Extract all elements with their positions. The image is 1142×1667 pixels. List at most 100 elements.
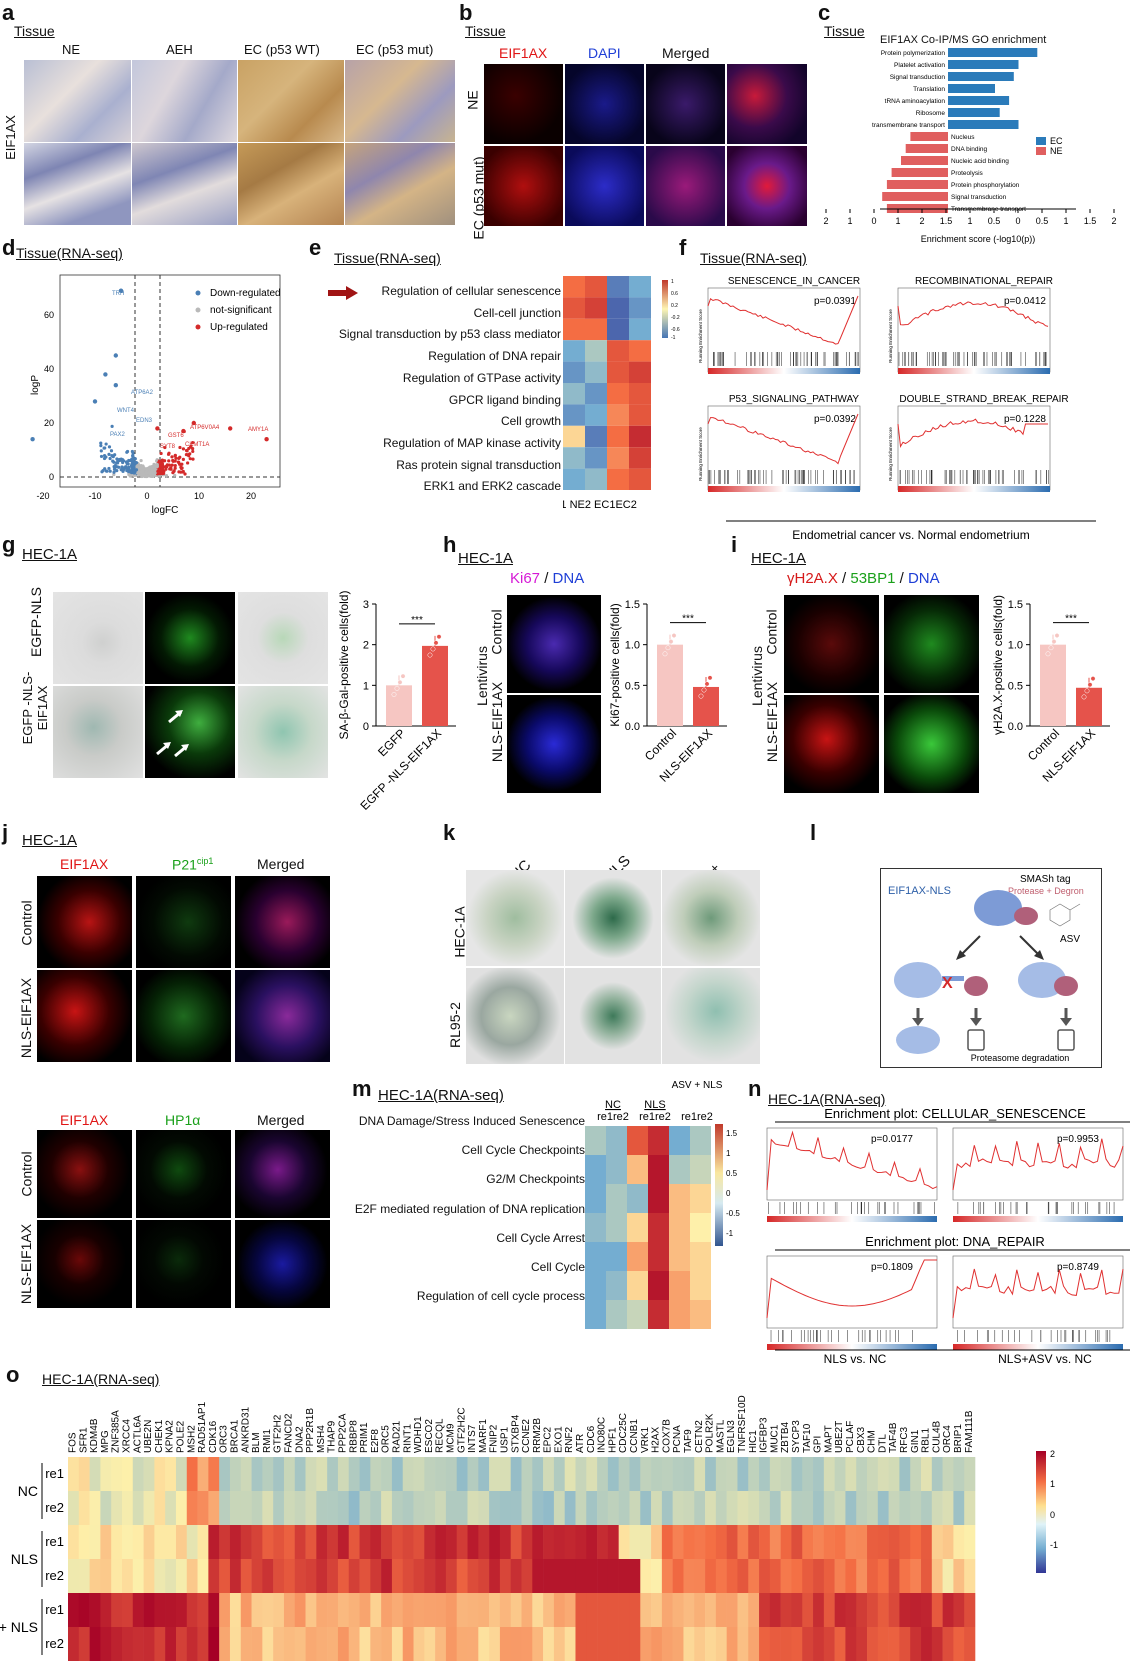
o-cell <box>240 1559 252 1593</box>
o-cell <box>586 1593 598 1627</box>
o-cell <box>489 1593 501 1627</box>
o-cell <box>78 1559 90 1593</box>
o-cell <box>499 1627 512 1661</box>
o-cell <box>294 1593 306 1627</box>
o-cell <box>942 1457 954 1491</box>
o-cell <box>499 1457 512 1491</box>
o-cell <box>532 1593 544 1627</box>
svg-text:X: X <box>942 975 953 992</box>
o-cell <box>640 1491 652 1525</box>
d-xtick: 0 <box>144 491 149 501</box>
c-xtick: 1 <box>1063 216 1068 226</box>
o-cell <box>89 1491 101 1525</box>
volcano-point <box>99 444 103 448</box>
o-cell <box>597 1593 609 1627</box>
svg-text:PAX2: PAX2 <box>110 432 126 438</box>
m-cell <box>627 1126 648 1155</box>
o-cell <box>715 1559 727 1593</box>
o-cell <box>618 1627 630 1661</box>
legend-down: Down-regulated <box>210 288 281 299</box>
volcano-point <box>129 470 133 474</box>
o-cell <box>694 1559 706 1593</box>
o-gene-label: PPP2R1B <box>305 1408 316 1453</box>
bar-point <box>1045 651 1051 657</box>
o-cell <box>737 1627 749 1661</box>
volcano-point <box>170 463 174 467</box>
o-cell <box>629 1491 641 1525</box>
volcano-point <box>173 453 177 457</box>
volcano-point <box>113 383 119 388</box>
o-cell <box>305 1491 317 1525</box>
e-cell <box>563 276 585 298</box>
o-cell <box>802 1491 814 1525</box>
volcano-point <box>264 437 269 442</box>
o-gene-label: CHM <box>867 1430 878 1453</box>
o-cell <box>499 1525 512 1559</box>
n-rank-bar <box>767 1216 937 1222</box>
m-row-label: E2F mediated regulation of DNA replicati… <box>354 1201 585 1216</box>
o-cell <box>910 1457 922 1491</box>
sagal-nls-gfp <box>145 686 235 778</box>
volcano-point <box>115 469 119 473</box>
n-pvalue: p=0.9953 <box>1057 1134 1099 1145</box>
o-cell <box>715 1593 727 1627</box>
o-cell <box>953 1593 965 1627</box>
p21-control-merged <box>235 876 330 968</box>
bar-point <box>668 639 674 645</box>
c-xtick: 1 <box>847 216 852 226</box>
o-gene-label: CUL4B <box>931 1420 942 1453</box>
o-cell <box>197 1593 209 1627</box>
stain-53bp1: 53BP1 <box>850 570 896 587</box>
m-cell <box>690 1300 711 1329</box>
o-cell <box>337 1593 350 1627</box>
o-cell <box>467 1627 479 1661</box>
volcano-point <box>92 399 98 404</box>
volcano-point <box>181 428 186 434</box>
o-cell <box>175 1593 188 1627</box>
bar-point <box>1054 633 1060 638</box>
o-cell <box>543 1457 555 1491</box>
m-cell <box>690 1184 711 1213</box>
o-gene-label: UBE2T <box>834 1421 845 1453</box>
o-cell <box>478 1457 490 1491</box>
o-rep-label: re1 <box>45 1534 64 1549</box>
o-cell <box>629 1525 641 1559</box>
volcano-point <box>145 467 149 471</box>
o-cell <box>413 1525 425 1559</box>
n-plot1-title: Enrichment plot: CELLULAR_SENESCENCE <box>824 1106 1086 1121</box>
e-cell <box>585 297 607 319</box>
o-cell <box>942 1559 954 1593</box>
o-cell <box>316 1491 328 1525</box>
o-cell <box>759 1627 771 1661</box>
e-cell <box>585 361 607 383</box>
volcano-point <box>185 449 189 453</box>
o-cell <box>381 1457 393 1491</box>
n-rank-bar <box>767 1344 937 1350</box>
o-cell <box>143 1457 155 1491</box>
f-rank-bar <box>708 486 860 492</box>
o-cell <box>780 1491 792 1525</box>
panel-c-xlabel: Enrichment score (-log10(p)) <box>921 234 1036 244</box>
o-cell <box>68 1559 80 1593</box>
o-cell <box>424 1491 436 1525</box>
o-gene-label: HPF1 <box>607 1427 618 1453</box>
o-cell <box>964 1457 976 1491</box>
c-xtick: 1 <box>967 216 972 226</box>
o-cell <box>467 1525 479 1559</box>
volcano-point <box>125 460 129 465</box>
o-gene-label: GIN1 <box>910 1429 921 1453</box>
e-row-label: Regulation of DNA repair <box>428 349 561 364</box>
e-row-label: Regulation of MAP kinase activity <box>383 435 561 450</box>
volcano-point <box>125 468 129 473</box>
o-cell <box>964 1525 976 1559</box>
o-cell <box>942 1491 954 1525</box>
bar-point <box>394 685 400 691</box>
o-cell <box>564 1457 576 1491</box>
o-cell <box>229 1559 242 1593</box>
o-gene-label: SYCP3 <box>791 1420 802 1453</box>
o-gene-label: DTL <box>877 1434 888 1453</box>
o-cell <box>456 1593 468 1627</box>
bar-ytick: 1.5 <box>625 599 640 611</box>
o-cell <box>68 1525 80 1559</box>
